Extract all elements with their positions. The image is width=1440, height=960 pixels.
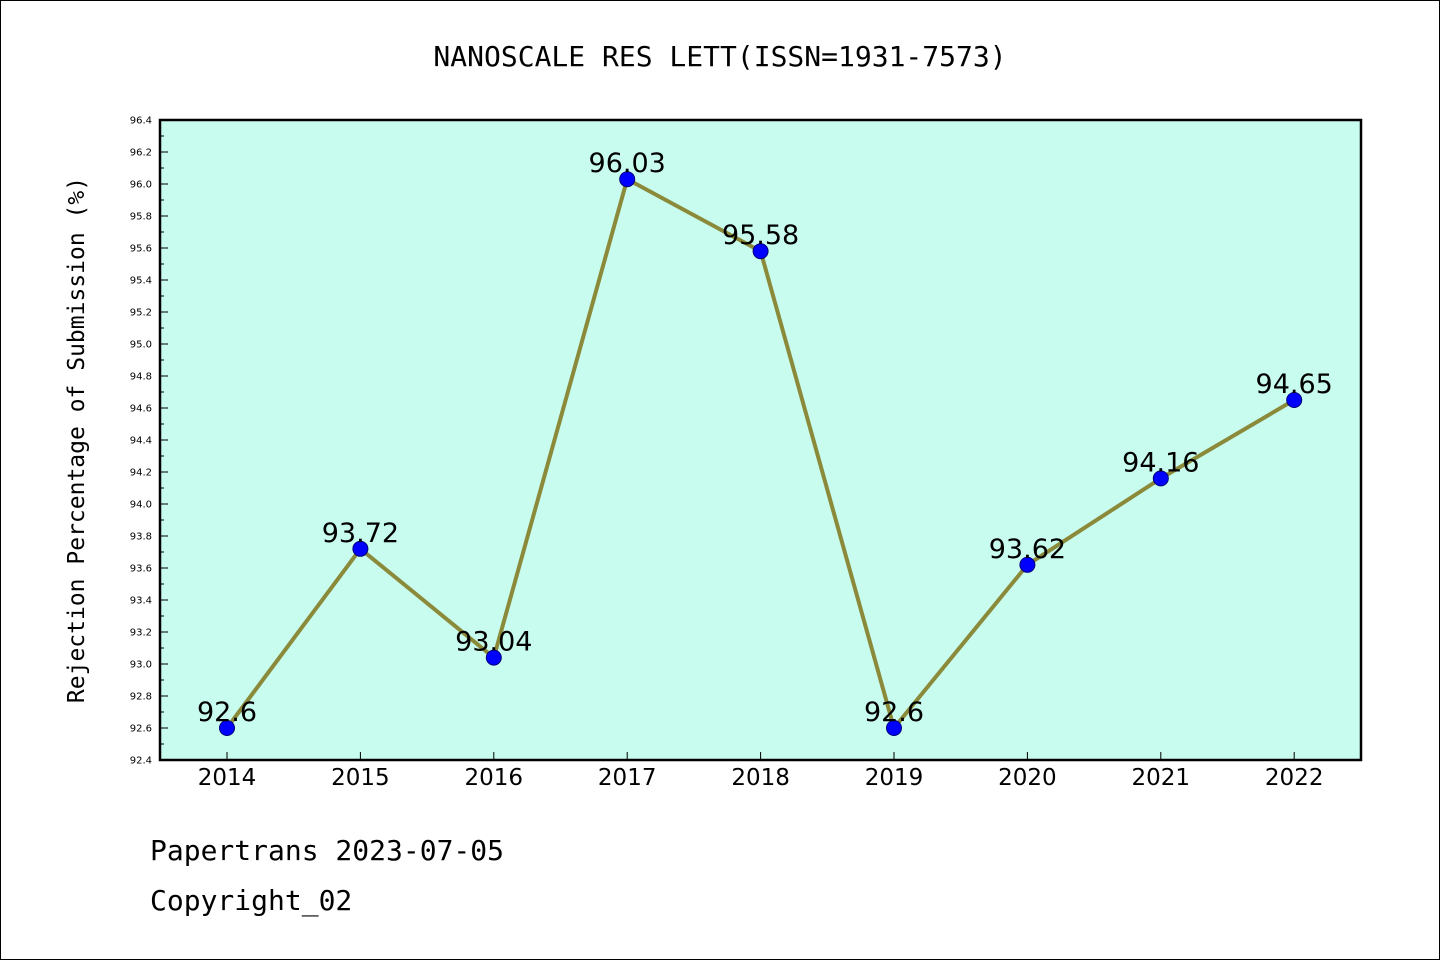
- y-tick-label: 95.8: [130, 212, 152, 223]
- y-tick-label: 96.2: [130, 148, 152, 159]
- y-tick-label: 94.4: [130, 436, 152, 447]
- plot-area: [160, 120, 1361, 760]
- data-label: 93.72: [322, 518, 399, 549]
- data-point-marker: [219, 720, 235, 736]
- y-tick-label: 96.4: [130, 116, 152, 127]
- data-label: 96.03: [589, 148, 666, 179]
- x-tick-label: 2021: [1132, 765, 1191, 791]
- data-label: 92.6: [197, 697, 257, 728]
- y-tick-label: 93.8: [130, 532, 152, 543]
- data-point-marker: [485, 649, 502, 666]
- y-tick-label: 92.6: [130, 724, 152, 735]
- x-tick-label: 2020: [998, 765, 1057, 791]
- x-tick-label: 2022: [1265, 765, 1324, 791]
- y-tick-label: 95.0: [130, 340, 152, 351]
- y-axis-label: Rejection Percentage of Submission (%): [64, 177, 90, 703]
- data-point-marker: [1019, 556, 1036, 573]
- y-tick-label: 94.8: [130, 372, 152, 383]
- y-tick-label: 92.4: [130, 756, 152, 767]
- data-point-marker: [752, 243, 769, 260]
- data-label: 93.04: [455, 627, 532, 658]
- footer-copyright-text: Copyright_02: [150, 884, 353, 917]
- y-tick-label: 95.4: [130, 276, 152, 287]
- data-label: 95.58: [722, 220, 799, 251]
- y-tick-label: 93.6: [130, 564, 152, 575]
- x-tick-label: 2019: [865, 765, 924, 791]
- y-tick-label: 94.0: [130, 500, 152, 511]
- x-tick-label: 2016: [465, 765, 524, 791]
- data-point-marker: [886, 720, 902, 736]
- data-label: 94.16: [1122, 447, 1199, 478]
- x-tick-label: 2014: [198, 765, 257, 791]
- y-tick-label: 95.2: [130, 308, 152, 319]
- y-tick-label: 94.2: [130, 468, 152, 479]
- x-tick-label: 2018: [731, 765, 790, 791]
- y-tick-label: 94.6: [130, 404, 152, 415]
- y-tick-label: 93.0: [130, 660, 152, 671]
- data-point-marker: [352, 540, 369, 557]
- data-label: 94.65: [1256, 369, 1333, 400]
- y-tick-label: 96.0: [130, 180, 152, 191]
- data-point-marker: [1286, 392, 1303, 408]
- chart-title: NANOSCALE RES LETT(ISSN=1931-7573): [433, 40, 1006, 73]
- data-point-marker: [619, 171, 636, 188]
- y-tick-label: 93.4: [130, 596, 152, 607]
- data-point-marker: [1152, 470, 1169, 487]
- x-tick-label: 2015: [331, 765, 390, 791]
- y-tick-label: 93.2: [130, 628, 152, 639]
- plot-border: [158, 118, 1363, 762]
- data-label: 92.6: [864, 697, 924, 728]
- data-label: 93.62: [989, 534, 1066, 565]
- x-tick-label: 2017: [598, 765, 657, 791]
- y-tick-label: 95.6: [130, 244, 152, 255]
- footer-date-text: Papertrans 2023-07-05: [150, 834, 505, 867]
- y-tick-label: 92.8: [130, 692, 152, 703]
